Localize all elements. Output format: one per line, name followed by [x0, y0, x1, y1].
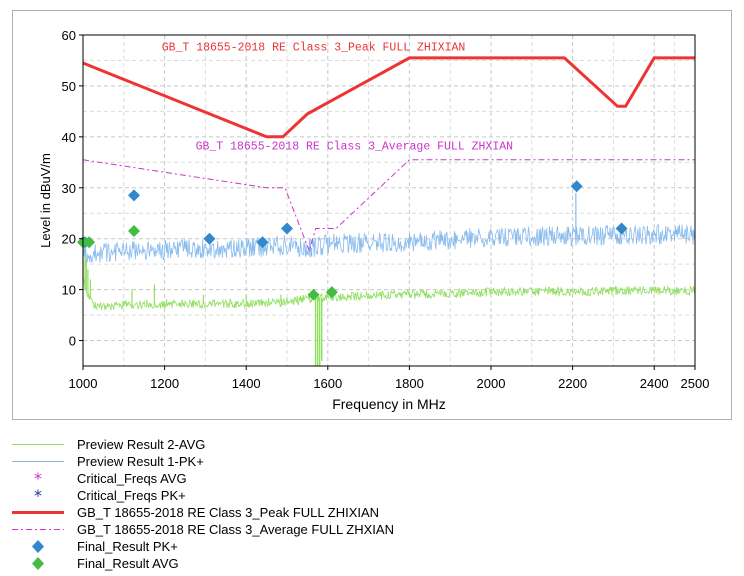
- legend-symbol-dash-dot-line: [12, 529, 64, 530]
- final-result-marker: [570, 180, 583, 193]
- y-axis-title: Level in dBuV/m: [38, 153, 53, 248]
- asterisk-icon: *: [34, 487, 42, 504]
- limit-annotation: GB_T 18655-2018 RE Class 3_Average FULL …: [196, 141, 513, 154]
- axes: [79, 34, 696, 370]
- legend-item: * Critical_Freqs AVG: [0, 470, 560, 487]
- series-line-0: [82, 277, 696, 311]
- legend-label: Preview Result 2-AVG: [77, 437, 206, 452]
- x-tick-label: 1200: [150, 376, 179, 391]
- x-tick-label: 2400: [640, 376, 669, 391]
- x-tick-label: 2500: [681, 376, 710, 391]
- legend-item: * Critical_Freqs PK+: [0, 487, 560, 504]
- grid: [82, 34, 696, 367]
- y-tick-label: 30: [62, 181, 76, 196]
- legend-label: Preview Result 1-PK+: [77, 454, 204, 469]
- legend-item: GB_T 18655-2018 RE Class 3_Average FULL …: [0, 521, 560, 538]
- legend-label: GB_T 18655-2018 RE Class 3_Average FULL …: [77, 522, 394, 537]
- y-tick-label: 0: [69, 334, 76, 349]
- final-result-marker: [281, 222, 293, 235]
- final-result-marker: [128, 189, 140, 202]
- average-limit-line: [82, 159, 695, 254]
- limit-annotation: GB_T 18655-2018 RE Class 3_Peak FULL ZHI…: [162, 41, 466, 54]
- legend-label: Final_Result PK+: [77, 539, 178, 554]
- legend-item: Preview Result 2-AVG: [0, 436, 560, 453]
- legend-item: Preview Result 1-PK+: [0, 453, 560, 470]
- diamond-icon: [32, 557, 44, 570]
- y-tick-label: 10: [62, 283, 76, 298]
- legend-label: Final_Result AVG: [77, 556, 179, 571]
- marker-layer: [77, 180, 628, 301]
- series-line-1: [82, 223, 696, 263]
- final-result-marker: [83, 236, 96, 249]
- y-tick-label: 50: [62, 79, 76, 94]
- chart-text: 1000 1200 1400 1600 1800 2000 2200 2400 2500 0 10 2…: [38, 28, 709, 412]
- plot-border: [82, 34, 696, 367]
- legend-item: GB_T 18655-2018 RE Class 3_Peak FULL ZHI…: [0, 504, 560, 521]
- legend-label: GB_T 18655-2018 RE Class 3_Peak FULL ZHI…: [77, 505, 380, 520]
- chart-frame: 1000 1200 1400 1600 1800 2000 2200 2400 2500 0 10 2…: [12, 10, 732, 420]
- x-axis-title: Frequency in MHz: [332, 396, 446, 412]
- final-result-marker: [615, 222, 628, 235]
- limit-layer: [82, 56, 695, 254]
- peak-limit-line: [82, 56, 695, 139]
- legend: Preview Result 2-AVG Preview Result 1-PK+…: [0, 436, 744, 576]
- y-tick-label: 40: [62, 130, 76, 145]
- legend-item: Final_Result PK+: [0, 538, 560, 555]
- legend-item: Final_Result AVG: [0, 555, 560, 572]
- legend-symbol-diamond: [32, 540, 44, 553]
- legend-symbol-asterisk: *: [34, 470, 42, 487]
- legend-symbol-thin-line: [12, 461, 64, 462]
- legend-label: Critical_Freqs PK+: [77, 488, 186, 503]
- final-result-marker: [325, 286, 338, 299]
- legend-symbol-thick-line: [12, 511, 64, 514]
- legend-symbol-diamond: [32, 557, 44, 570]
- final-result-marker: [256, 236, 269, 249]
- legend-symbol-asterisk: *: [34, 487, 42, 504]
- x-tick-label: 1600: [313, 376, 342, 391]
- x-tick-label: 2000: [477, 376, 506, 391]
- legend-label: Critical_Freqs AVG: [77, 471, 187, 486]
- diamond-icon: [32, 540, 44, 553]
- x-tick-label: 1800: [395, 376, 424, 391]
- y-tick-label: 20: [62, 232, 76, 247]
- x-tick-label: 1000: [69, 376, 98, 391]
- asterisk-icon: *: [34, 470, 42, 487]
- final-result-marker: [128, 225, 140, 238]
- legend-symbol-thin-line: [12, 444, 64, 445]
- y-tick-label: 60: [62, 28, 76, 43]
- final-result-marker: [203, 232, 216, 245]
- emission-chart: 1000 1200 1400 1600 1800 2000 2200 2400 2500 0 10 2…: [38, 28, 709, 412]
- series-layer: [82, 192, 696, 366]
- x-tick-label: 2200: [558, 376, 587, 391]
- x-tick-label: 1400: [232, 376, 261, 391]
- final-result-marker: [307, 288, 320, 301]
